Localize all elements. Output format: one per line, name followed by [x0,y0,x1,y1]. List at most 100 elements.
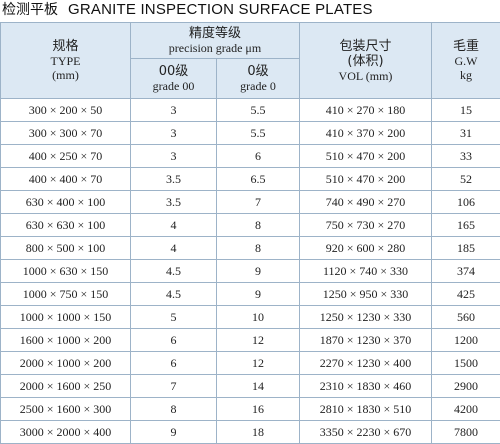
header-cell: 0级 grade 0 [216,58,300,99]
table-cell: 7 [130,374,217,398]
table-row: 800 × 500 × 100 4 8 920 × 600 × 280 185 [0,236,500,260]
table-cell: 106 [431,190,500,214]
table-cell: 31 [431,121,500,145]
table-row: 630 × 630 × 100 4 8 750 × 730 × 270 165 [0,213,500,237]
header-text: precision grade μm [168,41,262,55]
spec-table: 规格 TYPE (mm) 精度等级 precision grade μm 包装尺寸 (体… [0,22,500,444]
header-text: 精度等级 [188,26,241,41]
header-cell: 00级 grade 00 [130,58,217,99]
table-cell: 9 [130,420,217,444]
table-row: 3000 × 2000 × 400 9 18 3350 × 2230 × 670 780… [0,420,500,444]
table-cell: 7 [216,190,300,214]
title-en: GRANITE INSPECTION SURFACE PLATES [68,1,373,18]
header-text: TYPE [50,54,81,68]
table-cell: 9 [216,282,300,306]
table-cell: 1250 × 1230 × 330 [299,305,432,329]
table-cell: 6.5 [216,167,300,191]
header-text: grade 0 [240,79,276,93]
header-text: (mm) [52,68,79,82]
table-cell: 33 [431,144,500,168]
table-cell: 3 [130,144,217,168]
title: 检测平板 GRANITE INSPECTION SURFACE PLATES [0,0,500,22]
table-cell: 400 × 400 × 70 [0,167,131,191]
table-cell: 1500 [431,351,500,375]
table-cell: 8 [216,236,300,260]
table-cell: 5.5 [216,98,300,122]
table-cell: 920 × 600 × 280 [299,236,432,260]
table-cell: 630 × 400 × 100 [0,190,131,214]
table-cell: 2500 × 1600 × 300 [0,397,131,421]
title-cn: 检测平板 [2,2,58,18]
table-cell: 9 [216,259,300,283]
header-text: grade 00 [152,79,195,93]
table-cell: 3 [130,121,217,145]
table-cell: 18 [216,420,300,444]
table-cell: 2810 × 1830 × 510 [299,397,432,421]
table-cell: 4 [130,213,217,237]
table-row: 2000 × 1600 × 250 7 14 2310 × 1830 × 460 290… [0,374,500,398]
header-cell: 精度等级 precision grade μm [130,22,300,59]
header-text: VOL (mm) [338,68,393,83]
table-cell: 15 [431,98,500,122]
header-text: kg [460,68,472,82]
header-text: 包装尺寸 [339,38,392,54]
header-text: 毛重 [452,39,479,54]
table-row: 1600 × 1000 × 200 6 12 1870 × 1230 × 370 120… [0,328,500,352]
table-cell: 1250 × 950 × 330 [299,282,432,306]
table-cell: 3350 × 2230 × 670 [299,420,432,444]
table-cell: 4.5 [130,259,217,283]
table-cell: 52 [431,167,500,191]
table-cell: 6 [130,351,217,375]
table-cell: 510 × 470 × 200 [299,144,432,168]
table-cell: 5 [130,305,217,329]
table-body: 300 × 200 × 50 3 5.5 410 × 270 × 180 15 300 ×… [0,98,500,444]
table-cell: 740 × 490 × 270 [299,190,432,214]
table-row: 2500 × 1600 × 300 8 16 2810 × 1830 × 510 420… [0,397,500,421]
table-row: 400 × 250 × 70 3 6 510 × 470 × 200 33 [0,144,500,168]
table-cell: 12 [216,351,300,375]
table-cell: 374 [431,259,500,283]
table-cell: 3000 × 2000 × 400 [0,420,131,444]
table-cell: 1600 × 1000 × 200 [0,328,131,352]
table-cell: 5.5 [216,121,300,145]
header-cell: 包装尺寸 (体积) VOL (mm) [299,22,432,99]
table-cell: 425 [431,282,500,306]
header-text: 规格 [52,39,79,54]
table-cell: 185 [431,236,500,260]
table-cell: 2000 × 1600 × 250 [0,374,131,398]
table-cell: 560 [431,305,500,329]
table-cell: 1870 × 1230 × 370 [299,328,432,352]
table-row: 1000 × 630 × 150 4.5 9 1120 × 740 × 330 374 [0,259,500,283]
table-cell: 300 × 300 × 70 [0,121,131,145]
table-cell: 2900 [431,374,500,398]
header-cell: 规格 TYPE (mm) [0,22,131,99]
table-cell: 3.5 [130,190,217,214]
table-row: 2000 × 1000 × 200 6 12 2270 × 1230 × 400 150… [0,351,500,375]
header-text: 0级 [247,64,269,79]
table-cell: 1000 × 630 × 150 [0,259,131,283]
header-text: 00级 [158,64,189,79]
table-cell: 3 [130,98,217,122]
table-cell: 2000 × 1000 × 200 [0,351,131,375]
table-row: 1000 × 1000 × 150 5 10 1250 × 1230 × 330 560 [0,305,500,329]
header-text: (体积) [347,53,384,69]
table-row: 400 × 400 × 70 3.5 6.5 510 × 470 × 200 52 [0,167,500,191]
table-cell: 1000 × 750 × 150 [0,282,131,306]
table-cell: 750 × 730 × 270 [299,213,432,237]
table-cell: 1000 × 1000 × 150 [0,305,131,329]
table-cell: 2310 × 1830 × 460 [299,374,432,398]
table-cell: 16 [216,397,300,421]
table-cell: 6 [216,144,300,168]
table-cell: 12 [216,328,300,352]
table-cell: 630 × 630 × 100 [0,213,131,237]
header-text: G.W [454,54,478,68]
header-cell: 毛重 G.W kg [431,22,500,99]
table-row: 630 × 400 × 100 3.5 7 740 × 490 × 270 106 [0,190,500,214]
table-cell: 8 [216,213,300,237]
table-cell: 10 [216,305,300,329]
table-cell: 4.5 [130,282,217,306]
table-cell: 7800 [431,420,500,444]
table-cell: 1120 × 740 × 330 [299,259,432,283]
table-cell: 14 [216,374,300,398]
